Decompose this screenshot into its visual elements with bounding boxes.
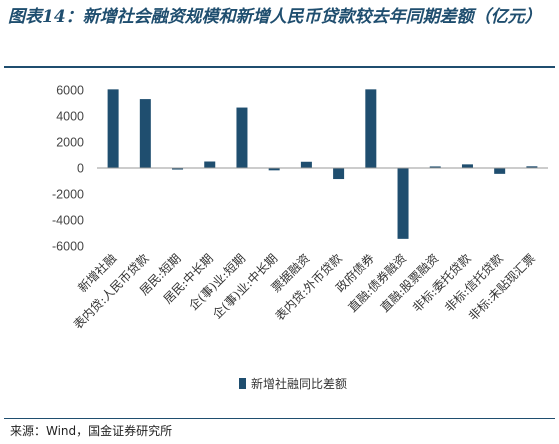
x-axis: 新增社融表内贷:人民币贷款居民:短期居民:中长期企(事)业:短期企(事)业:中长… (71, 251, 538, 332)
y-tick-label: -4000 (52, 214, 84, 228)
bar (204, 161, 216, 168)
y-tick-label: 0 (77, 162, 84, 176)
bars (107, 89, 538, 239)
y-tick-label: -6000 (52, 240, 84, 254)
chart-title: 图表14：新增社会融资规模和新增人民币贷款较去年同期差额（亿元） (8, 7, 542, 27)
bar (300, 161, 312, 168)
y-tick-label: 6000 (56, 84, 84, 98)
bar (172, 168, 184, 170)
bar (526, 166, 538, 168)
bar (268, 168, 280, 171)
bar (365, 89, 377, 168)
bar (236, 107, 248, 168)
bar (107, 89, 119, 168)
y-tick-label: -2000 (52, 188, 84, 202)
legend: 新增社融同比差额 (239, 376, 347, 391)
legend-swatch (239, 378, 246, 389)
y-axis: 6000 4000 2000 0 -2000 -4000 -6000 (52, 84, 84, 254)
source-divider (4, 418, 555, 419)
bar (461, 164, 473, 168)
bar (333, 168, 345, 180)
y-tick-label: 2000 (56, 136, 84, 150)
y-tick-label: 4000 (56, 110, 84, 124)
bar (397, 168, 409, 239)
title-divider (4, 66, 555, 68)
bar (494, 168, 506, 174)
source-note: 来源：Wind，国金证券研究所 (10, 424, 173, 438)
bar (139, 99, 151, 168)
bar (429, 166, 441, 168)
legend-label: 新增社融同比差额 (251, 376, 347, 391)
